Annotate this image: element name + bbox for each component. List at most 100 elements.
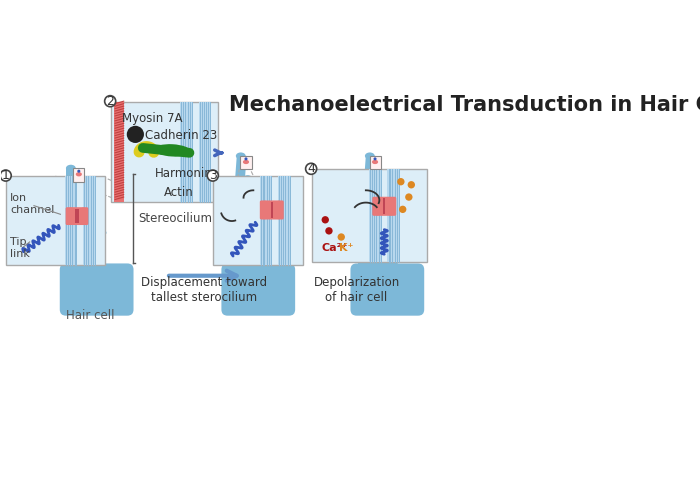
Ellipse shape (76, 172, 82, 176)
Text: Stereocilium: Stereocilium (138, 212, 212, 225)
Polygon shape (388, 228, 400, 270)
Ellipse shape (244, 267, 254, 272)
Polygon shape (258, 228, 271, 270)
Text: K⁺: K⁺ (339, 243, 354, 253)
Polygon shape (74, 187, 85, 270)
Ellipse shape (74, 267, 85, 272)
Bar (75, 209, 79, 223)
Ellipse shape (82, 200, 92, 207)
Ellipse shape (236, 152, 246, 159)
Ellipse shape (386, 197, 395, 216)
Ellipse shape (228, 267, 238, 272)
Ellipse shape (274, 201, 283, 219)
Polygon shape (358, 156, 376, 270)
Ellipse shape (373, 267, 383, 272)
Polygon shape (366, 179, 382, 270)
Polygon shape (373, 197, 388, 270)
FancyBboxPatch shape (260, 200, 284, 220)
Text: 2: 2 (106, 95, 114, 108)
Bar (370, 156, 381, 170)
Text: Ca²⁺: Ca²⁺ (321, 243, 348, 253)
Circle shape (337, 233, 345, 241)
Ellipse shape (243, 175, 253, 182)
Bar (64, 176, 77, 265)
Ellipse shape (384, 211, 393, 218)
Ellipse shape (258, 267, 268, 272)
Ellipse shape (373, 197, 382, 216)
Ellipse shape (365, 152, 374, 159)
Text: Hair cell: Hair cell (66, 309, 115, 322)
Ellipse shape (260, 224, 270, 231)
Polygon shape (380, 214, 393, 270)
Text: 4: 4 (307, 162, 315, 175)
FancyBboxPatch shape (221, 264, 295, 316)
Polygon shape (251, 214, 265, 270)
Text: Myosin 7A: Myosin 7A (122, 112, 182, 125)
Ellipse shape (248, 194, 258, 200)
Bar (83, 176, 95, 265)
Ellipse shape (79, 207, 88, 225)
Bar (214, 176, 302, 265)
Ellipse shape (77, 170, 80, 173)
Circle shape (104, 96, 116, 107)
FancyBboxPatch shape (372, 197, 396, 216)
Bar (74, 168, 85, 182)
Circle shape (127, 126, 144, 143)
Polygon shape (66, 168, 76, 270)
Text: 3: 3 (209, 169, 217, 182)
FancyBboxPatch shape (351, 264, 424, 316)
Polygon shape (90, 219, 99, 270)
Ellipse shape (244, 157, 248, 160)
Ellipse shape (388, 267, 398, 272)
Text: Displacement toward
tallest sterocilium: Displacement toward tallest sterocilium (141, 276, 267, 304)
Bar (387, 170, 400, 262)
Ellipse shape (372, 175, 382, 182)
Bar (312, 170, 427, 262)
Circle shape (0, 170, 11, 181)
Ellipse shape (366, 267, 376, 272)
Ellipse shape (374, 157, 377, 160)
Bar (6, 176, 104, 265)
Bar (115, 102, 125, 202)
Ellipse shape (82, 267, 92, 272)
FancyBboxPatch shape (60, 264, 134, 316)
Ellipse shape (389, 224, 400, 231)
Bar (241, 156, 251, 170)
Text: Actin: Actin (164, 186, 194, 199)
Bar (260, 176, 272, 265)
Polygon shape (228, 156, 246, 270)
Circle shape (407, 181, 415, 189)
Circle shape (399, 206, 407, 213)
Ellipse shape (380, 267, 390, 272)
Circle shape (405, 194, 412, 201)
Ellipse shape (377, 194, 387, 200)
Ellipse shape (66, 207, 75, 225)
Polygon shape (97, 233, 106, 270)
FancyBboxPatch shape (66, 207, 88, 225)
Circle shape (326, 227, 332, 235)
Circle shape (321, 216, 329, 223)
Bar (278, 176, 290, 265)
Ellipse shape (237, 267, 246, 272)
Text: 1: 1 (2, 169, 10, 182)
Bar (271, 202, 273, 218)
Bar (111, 102, 218, 202)
Polygon shape (82, 203, 92, 270)
Text: Depolarization
of hair cell: Depolarization of hair cell (314, 276, 400, 304)
Text: Cadherin 23: Cadherin 23 (145, 129, 217, 142)
Ellipse shape (372, 160, 378, 164)
Ellipse shape (97, 229, 106, 236)
Ellipse shape (90, 267, 99, 272)
Text: Mechanoelectrical Transduction in Hair Cells: Mechanoelectrical Transduction in Hair C… (229, 96, 700, 116)
Ellipse shape (243, 160, 249, 164)
Ellipse shape (66, 267, 76, 272)
Text: Ion
channel: Ion channel (10, 193, 55, 215)
Ellipse shape (66, 165, 76, 172)
Text: Tip
link: Tip link (10, 237, 30, 259)
Ellipse shape (251, 267, 261, 272)
Ellipse shape (90, 216, 99, 222)
Circle shape (207, 170, 218, 181)
Bar (199, 102, 211, 202)
Ellipse shape (260, 201, 270, 219)
Bar (180, 102, 193, 202)
